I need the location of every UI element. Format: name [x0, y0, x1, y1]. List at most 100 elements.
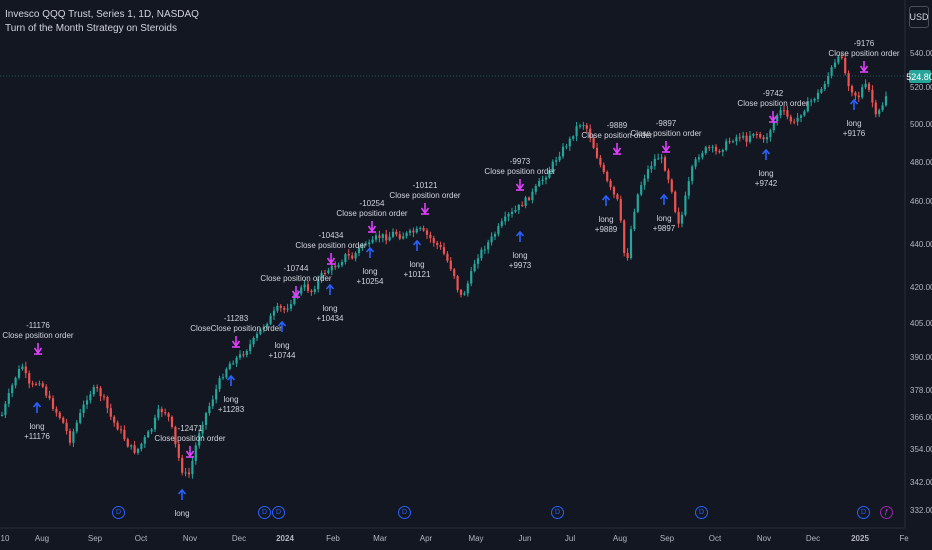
candle-body — [714, 146, 718, 152]
close-arrow-icon — [291, 290, 301, 298]
candle-body — [55, 408, 58, 413]
x-axis-tick-label: Nov — [757, 534, 771, 543]
candle-body — [827, 75, 830, 85]
candle-body — [245, 350, 248, 356]
candle-body — [92, 387, 95, 395]
dividend-event-icon[interactable]: D — [272, 506, 285, 519]
candle-body — [303, 284, 306, 288]
y-axis-tick-label: 332.00 — [910, 506, 932, 515]
candle-body — [687, 181, 690, 196]
candle-body — [361, 244, 364, 248]
candle-body — [493, 234, 497, 237]
candle-body — [119, 429, 123, 431]
candle-body — [837, 56, 840, 63]
candle-body — [521, 205, 524, 207]
candle-body — [830, 67, 833, 76]
candle-body — [340, 261, 344, 266]
candle-body — [466, 283, 469, 294]
candle-body — [820, 89, 823, 93]
candle-body — [432, 238, 435, 243]
dividend-event-icon[interactable]: D — [112, 506, 125, 519]
close-qty-label: -11283 — [224, 314, 249, 323]
y-axis-tick-label: 366.00 — [910, 413, 932, 422]
candle-body — [235, 357, 238, 364]
long-label: long — [409, 260, 424, 269]
candle-body — [116, 422, 119, 430]
x-axis-tick-label: Sep — [660, 534, 675, 543]
dividend-event-icon[interactable]: D — [551, 506, 564, 519]
candle-body — [419, 228, 422, 230]
candle-body — [572, 136, 575, 139]
candle-body — [504, 216, 507, 222]
candle-body — [14, 377, 17, 386]
close-arrow-icon — [326, 257, 336, 265]
long-arrow-icon — [277, 320, 287, 327]
candle-body — [283, 307, 286, 310]
candle-body — [364, 244, 367, 246]
close-qty-label: -10744 — [284, 264, 309, 273]
long-arrow-icon — [226, 374, 236, 381]
candle-body — [609, 180, 612, 188]
candle-body — [728, 141, 731, 143]
y-axis-tick-label: 540.00 — [910, 49, 932, 58]
candle-body — [293, 294, 296, 305]
close-arrow-icon — [367, 225, 377, 233]
candle-body — [242, 354, 245, 356]
split-event-icon[interactable]: ƒ — [880, 506, 893, 519]
candle-body — [850, 86, 854, 93]
candle-body — [388, 236, 391, 241]
candle-body — [568, 138, 571, 147]
candle-body — [650, 165, 653, 170]
candle-body — [772, 121, 775, 131]
candle-body — [123, 429, 126, 440]
candle-body — [793, 121, 796, 123]
candle-body — [167, 413, 170, 417]
currency-button[interactable]: USD — [909, 6, 929, 28]
candle-body — [317, 278, 320, 290]
long-qty-label: +9889 — [595, 225, 618, 234]
candle-body — [323, 272, 327, 274]
candle-body — [626, 252, 629, 259]
close-qty-label: -10434 — [319, 231, 344, 240]
candle-body — [436, 242, 439, 245]
candle-body — [368, 242, 371, 245]
candle-body — [11, 385, 14, 394]
candle-body — [786, 110, 789, 117]
long-arrow-icon — [849, 98, 859, 105]
dividend-event-icon[interactable]: D — [695, 506, 708, 519]
candle-body — [306, 284, 310, 291]
candle-body — [657, 158, 660, 160]
candle-body — [228, 363, 231, 370]
last-price-label: 524.80 — [906, 70, 932, 83]
dividend-event-icon[interactable]: D — [857, 506, 870, 519]
candle-body — [538, 181, 541, 187]
candle-body — [755, 133, 758, 135]
candle-body — [337, 265, 340, 268]
candle-body — [480, 249, 483, 259]
long-arrow-icon — [659, 193, 669, 200]
candle-body — [68, 430, 72, 443]
close-qty-label: -9889 — [607, 121, 628, 130]
candle-body — [697, 157, 701, 160]
dividend-event-icon[interactable]: D — [398, 506, 411, 519]
candle-body — [779, 110, 782, 116]
candle-body — [34, 384, 38, 386]
long-qty-label: +11283 — [218, 405, 245, 414]
candle-body — [701, 153, 704, 158]
candle-body — [347, 254, 350, 256]
candle-body — [510, 211, 514, 215]
x-axis-tick-label: Feb — [326, 534, 340, 543]
dividend-event-icon[interactable]: D — [258, 506, 271, 519]
close-order-label: CloseClose position order — [190, 324, 282, 333]
candle-body — [4, 403, 7, 415]
candle-body — [177, 444, 180, 458]
close-qty-label: -9176 — [854, 39, 875, 48]
candle-body — [742, 135, 745, 138]
candle-body — [7, 393, 10, 404]
candle-body — [252, 338, 255, 345]
